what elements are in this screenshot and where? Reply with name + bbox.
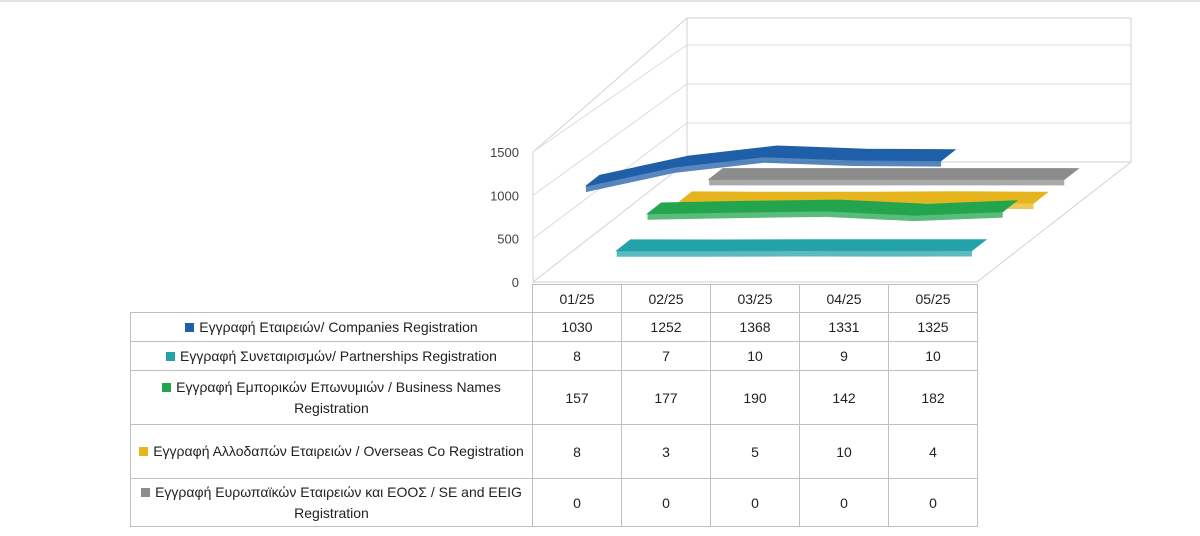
data-label: 0 xyxy=(710,478,800,527)
data-table: 01/25 02/25 03/25 04/25 05/25 Εγγραφή Εταιρει… xyxy=(130,284,978,527)
chart-3d-ribbon: 0 500 1000 1500 xyxy=(490,17,1133,290)
data-label: 1325 xyxy=(888,312,978,342)
data-label: 3 xyxy=(621,424,711,479)
series-name: Εγγραφή Εταιρειών/ Companies Registratio… xyxy=(199,318,478,335)
series-name: Εγγραφή Ευρωπαϊκών Εταιρειών και ΕΟΟΣ / … xyxy=(155,483,522,521)
series-ribbon-1 xyxy=(615,239,988,252)
data-label: 177 xyxy=(621,370,711,425)
data-label: 4 xyxy=(888,424,978,479)
data-label: 10 xyxy=(710,341,800,371)
legend-swatch xyxy=(139,447,149,456)
table-header-row: 01/25 02/25 03/25 04/25 05/25 xyxy=(130,284,978,313)
legend-swatch xyxy=(162,382,172,392)
gridline-side-1000 xyxy=(532,83,688,196)
series-label-cell: Εγγραφή Αλλοδαπών Εταιρειών / Overseas C… xyxy=(130,424,533,479)
data-label: 0 xyxy=(799,478,889,527)
data-label: 9 xyxy=(799,341,889,371)
series-ribbon-face-4 xyxy=(709,179,1065,186)
table-row: Εγγραφή Εμπορικών Επωνυμιών / Business N… xyxy=(130,370,978,425)
data-label: 10 xyxy=(888,341,978,371)
table-row: Εγγραφή Εταιρειών/ Companies Registratio… xyxy=(130,312,978,342)
data-label: 1252 xyxy=(621,312,711,342)
data-label: 8 xyxy=(532,341,622,371)
series-label-cell: Εγγραφή Εταιρειών/ Companies Registratio… xyxy=(130,312,533,342)
y-axis-ticks: 0 500 1000 1500 xyxy=(490,145,519,290)
data-label: 1331 xyxy=(799,312,889,342)
series-name: Εγγραφή Συνεταιρισμών/ Partnerships Regi… xyxy=(180,347,497,364)
y-tick-label: 1000 xyxy=(490,188,519,203)
data-label: 190 xyxy=(710,370,800,425)
category-label: 03/25 xyxy=(710,284,800,313)
series-name: Εγγραφή Εμπορικών Επωνυμιών / Business N… xyxy=(176,378,501,416)
series-ribbon-face-0 xyxy=(585,156,942,193)
y-tick-label: 500 xyxy=(497,232,519,247)
category-label: 02/25 xyxy=(621,284,711,313)
series-ribbon-2 xyxy=(646,199,1019,216)
category-label: 05/25 xyxy=(888,284,978,313)
table-row: Εγγραφή Ευρωπαϊκών Εταιρειών και ΕΟΟΣ / … xyxy=(130,478,978,527)
legend-swatch xyxy=(166,351,176,361)
series-ribbon-4 xyxy=(707,168,1080,180)
table-row: Εγγραφή Συνεταιρισμών/ Partnerships Regi… xyxy=(130,341,978,371)
data-label: 182 xyxy=(888,370,978,425)
data-label: 10 xyxy=(799,424,889,479)
data-label: 5 xyxy=(710,424,800,479)
data-label: 157 xyxy=(532,370,622,425)
table-corner xyxy=(130,284,533,313)
legend-swatch xyxy=(185,322,195,332)
series-label-cell: Εγγραφή Εμπορικών Επωνυμιών / Business N… xyxy=(130,370,533,425)
series-label-cell: Εγγραφή Συνεταιρισμών/ Partnerships Regi… xyxy=(130,341,533,371)
data-label: 0 xyxy=(888,478,978,527)
series-ribbon-0 xyxy=(585,145,957,187)
data-label: 8 xyxy=(532,424,622,479)
gridline-side-1500 xyxy=(532,44,688,153)
left-wall-top-edge xyxy=(532,17,688,153)
data-label: 1030 xyxy=(532,312,622,342)
series-label-cell: Εγγραφή Ευρωπαϊκών Εταιρειών και ΕΟΟΣ / … xyxy=(130,478,533,527)
series-name: Εγγραφή Αλλοδαπών Εταιρειών / Overseas C… xyxy=(153,443,524,459)
series-ribbons xyxy=(585,145,1080,257)
series-ribbon-face-1 xyxy=(616,250,972,257)
category-label: 01/25 xyxy=(532,284,622,313)
data-label: 1368 xyxy=(710,312,800,342)
table-row: Εγγραφή Αλλοδαπών Εταιρειών / Overseas C… xyxy=(130,424,978,479)
top-border xyxy=(0,0,1200,2)
data-label: 142 xyxy=(799,370,889,425)
data-label: 0 xyxy=(621,478,711,527)
y-tick-label: 1500 xyxy=(490,145,519,160)
chart-walls xyxy=(531,17,1133,283)
series-ribbon-face-2 xyxy=(647,210,1003,222)
y-tick-label: 0 xyxy=(512,275,519,290)
category-label: 04/25 xyxy=(799,284,889,313)
data-label: 7 xyxy=(621,341,711,371)
data-label: 0 xyxy=(532,478,622,527)
legend-swatch xyxy=(141,487,151,497)
